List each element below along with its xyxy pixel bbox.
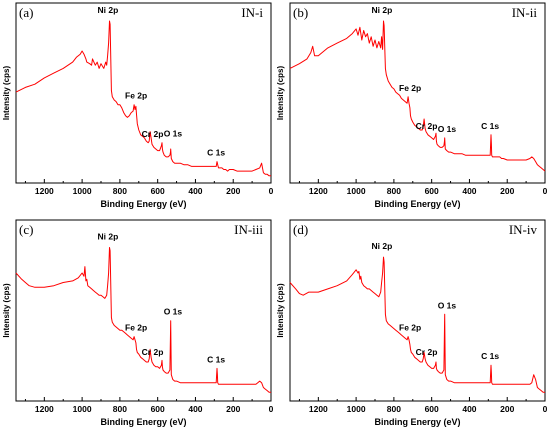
x-tick-label: 1000 <box>73 404 92 414</box>
panel-tag: (c) <box>19 222 33 237</box>
peak-label: Cr 2p <box>416 121 438 131</box>
x-tick-label: 1200 <box>309 186 328 196</box>
x-tick-label: 1200 <box>35 404 54 414</box>
y-axis-label: Intensity (cps) <box>276 283 285 338</box>
sample-label: IN-ii <box>512 5 538 20</box>
peak-label: Fe 2p <box>399 323 421 333</box>
sample-label: IN-i <box>241 5 263 20</box>
x-tick-label: 200 <box>500 186 514 196</box>
x-tick-label: 0 <box>543 186 548 196</box>
x-tick-label: 200 <box>500 404 514 414</box>
xps-spectrum-line <box>15 247 271 393</box>
peak-label: Fe 2p <box>125 91 147 101</box>
x-tick-label: 1000 <box>347 404 366 414</box>
x-tick-label: 600 <box>425 186 439 196</box>
x-tick-label: 600 <box>425 404 439 414</box>
x-tick-label: 400 <box>188 186 202 196</box>
peak-label: O 1s <box>164 129 183 139</box>
panel-tag: (b) <box>293 5 308 20</box>
peak-label: C 1s <box>481 121 499 131</box>
peak-label: Ni 2p <box>372 241 393 251</box>
y-axis-label: Intensity (cps) <box>276 66 285 121</box>
peak-label: Cr 2p <box>142 129 164 139</box>
peak-label: C 1s <box>481 351 499 361</box>
panel-tag: (a) <box>19 5 33 20</box>
peak-label: C 1s <box>207 148 225 158</box>
x-axis-label: Binding Energy (eV) <box>100 417 186 427</box>
sample-label: IN-iv <box>509 222 538 237</box>
x-axis-label: Binding Energy (eV) <box>100 199 186 209</box>
plot-frame <box>15 219 272 402</box>
xps-panel-1: 1200 1000 800 600 400 200 0 Binding Energy (eV)… <box>276 2 548 209</box>
peak-label: Cr 2p <box>416 347 438 357</box>
peak-label: O 1s <box>438 124 457 134</box>
peak-label: Ni 2p <box>98 5 119 15</box>
plot-frame <box>289 2 546 184</box>
x-tick-label: 1000 <box>73 186 92 196</box>
x-tick-label: 1200 <box>309 404 328 414</box>
panel-tag: (d) <box>293 222 308 237</box>
peak-label: Fe 2p <box>125 323 147 333</box>
plot-frame <box>289 219 546 402</box>
x-axis-label: Binding Energy (eV) <box>374 417 460 427</box>
peak-label: C 1s <box>207 354 225 364</box>
x-tick-label: 800 <box>113 404 127 414</box>
peak-label: Ni 2p <box>372 5 393 15</box>
y-axis-label: Intensity (cps) <box>2 66 11 121</box>
x-tick-label: 0 <box>269 186 274 196</box>
x-tick-label: 200 <box>226 404 240 414</box>
x-tick-label: 800 <box>387 404 401 414</box>
xps-spectrum-line <box>15 20 271 177</box>
peak-label: O 1s <box>164 307 183 317</box>
plot-frame <box>15 2 272 184</box>
x-tick-label: 1200 <box>35 186 54 196</box>
sample-label: IN-iii <box>234 222 263 237</box>
peak-label: O 1s <box>438 300 457 310</box>
x-tick-label: 800 <box>387 186 401 196</box>
x-tick-label: 400 <box>462 186 476 196</box>
xps-panel-0: 1200 1000 800 600 400 200 0 Binding Energy (eV)… <box>2 2 274 209</box>
x-tick-label: 600 <box>151 404 165 414</box>
x-tick-label: 1000 <box>347 186 366 196</box>
x-tick-label: 200 <box>226 186 240 196</box>
y-axis-label: Intensity (cps) <box>2 283 11 338</box>
xps-panel-2: 1200 1000 800 600 400 200 0 Binding Energy (eV)… <box>2 219 274 427</box>
x-tick-label: 0 <box>543 404 548 414</box>
x-tick-label: 800 <box>113 186 127 196</box>
x-axis-label: Binding Energy (eV) <box>374 199 460 209</box>
xps-panel-3: 1200 1000 800 600 400 200 0 Binding Energy (eV)… <box>276 219 548 427</box>
peak-label: Ni 2p <box>98 232 119 242</box>
peak-label: Fe 2p <box>399 83 421 93</box>
x-tick-label: 600 <box>151 186 165 196</box>
xps-spectrum-line <box>289 256 545 393</box>
xps-spectrum-line <box>289 20 546 172</box>
x-tick-label: 0 <box>269 404 274 414</box>
x-tick-label: 400 <box>462 404 476 414</box>
peak-label: Cr 2p <box>142 347 164 357</box>
x-tick-label: 400 <box>188 404 202 414</box>
